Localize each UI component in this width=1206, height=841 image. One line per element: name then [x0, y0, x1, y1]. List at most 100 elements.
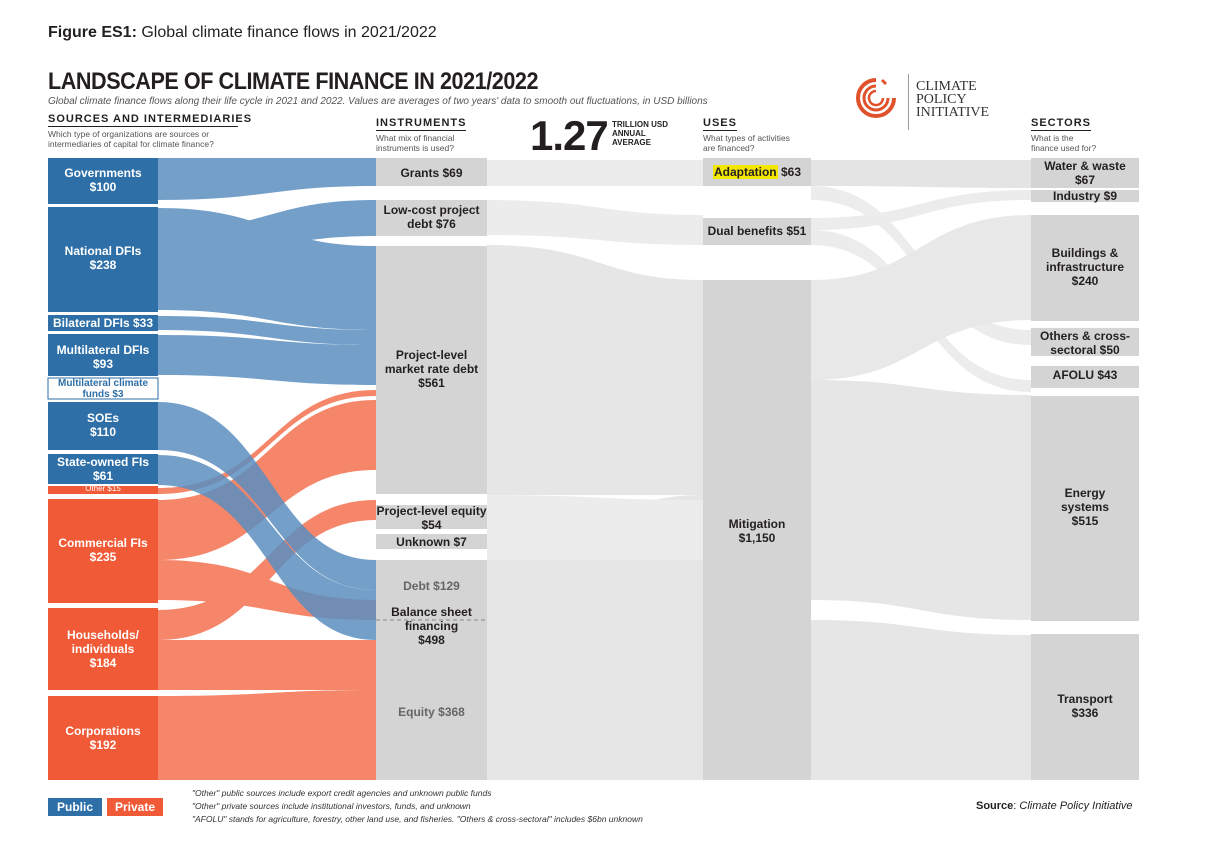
node-industry: [1031, 190, 1139, 202]
figure-caption: Figure ES1: Global climate finance flows…: [48, 24, 437, 41]
label-water-waste: Water & waste $67: [1044, 159, 1126, 187]
label-afolu: AFOLU $43: [1052, 368, 1118, 382]
flow-households-equity: [158, 500, 376, 640]
flow-governments-grants: [158, 158, 376, 200]
flows-uses-to-sectors: [811, 160, 1031, 780]
legend-public: Public: [48, 798, 103, 816]
flow-dual-water: [811, 190, 1031, 230]
node-soes: [48, 402, 158, 450]
column-header-instruments: INSTRUMENTS What mix of financial instru…: [376, 117, 467, 153]
label-market-rate-debt: Project-level market rate debt $561: [384, 348, 479, 390]
flow-grants-adaptation: [487, 160, 703, 186]
instrument-nodes: [376, 158, 487, 780]
label-balance-sheet: Balance sheet financing $498: [391, 605, 472, 647]
label-unknown: Unknown $7: [396, 535, 467, 549]
node-project-equity: [376, 505, 487, 529]
label-low-cost-debt: Low-cost project debt $76: [383, 203, 480, 231]
use-nodes: [703, 158, 811, 780]
flow-mitigation-transport: [811, 620, 1031, 780]
label-other-private: Other $15: [85, 484, 121, 493]
flow-multilateral-market: [158, 335, 376, 385]
node-balance-sheet: [376, 560, 487, 780]
logo-divider: [908, 74, 909, 130]
node-unknown: [376, 534, 487, 549]
label-multilateral-dfis: Multilateral DFIs $93: [56, 343, 150, 371]
node-water-waste: [1031, 158, 1139, 188]
label-project-equity: Project-level equity $54: [376, 504, 487, 532]
column-header-sectors: SECTORS What is the finance used for?: [1031, 117, 1097, 153]
label-adaptation: Adaptation $63: [712, 165, 802, 179]
label-mitigation: Mitigation $1,150: [728, 517, 786, 545]
flow-national-lowcost: [158, 200, 376, 260]
label-households: Households/ individuals $184: [66, 628, 139, 670]
label-national-dfis: National DFIs $238: [64, 244, 142, 272]
label-corporations: Corporations $192: [65, 724, 141, 752]
flow-soes-debt: [158, 402, 376, 590]
node-mitigation: [703, 280, 811, 780]
node-other-private: [48, 486, 158, 494]
node-commercial-fis: [48, 499, 158, 603]
label-soes: SOEs $110: [86, 411, 119, 439]
footnote-1: "Other" public sources include export cr…: [192, 788, 492, 798]
cpi-swirl-logo-icon: [856, 78, 896, 118]
flow-adaptation-water: [811, 160, 1031, 188]
flow-lowcost-dual: [487, 200, 703, 245]
node-multilateral-dfis: [48, 334, 158, 376]
flows-public: [158, 158, 376, 640]
label-industry: Industry $9: [1052, 189, 1118, 203]
footnote-2: "Other" private sources include institut…: [192, 801, 471, 811]
headline-total: 1.27: [530, 112, 609, 159]
node-households: [48, 608, 158, 690]
flow-bilateral-market: [158, 316, 376, 345]
label-buildings: Buildings & infrastructure $240: [1045, 246, 1125, 288]
column-header-sources: SOURCES AND INTERMEDIARIES Which type of…: [48, 113, 253, 149]
source-nodes: [47, 158, 159, 780]
column-header-uses: USES What types of activities are financ…: [703, 117, 790, 153]
flows-private: [158, 390, 376, 780]
page-subtitle: Global climate finance flows along their…: [48, 96, 708, 107]
footnote-3: "AFOLU" stands for agriculture, forestry…: [192, 814, 643, 824]
label-others-cross-sectoral: Others & cross-sectoral $50: [1039, 329, 1131, 357]
logo-text: CLIMATE POLICY INITIATIVE: [916, 79, 990, 120]
flow-stateowned-debt: [158, 455, 376, 640]
node-state-owned-fis: [48, 454, 158, 484]
label-multilateral-funds: Multilateral climate funds $3: [57, 378, 149, 400]
flow-other-private: [158, 390, 376, 494]
label-transport: Transport $336: [1057, 692, 1113, 720]
flow-households-bs: [158, 640, 376, 690]
flow-corporations-bs: [158, 690, 376, 780]
node-bilateral-dfis: [48, 315, 158, 331]
node-transport: [1031, 634, 1139, 780]
headline-unit: TRILLION USD ANNUAL AVERAGE: [612, 120, 668, 147]
flow-equity-mitigation: [487, 495, 703, 560]
flow-mitigation-buildings: [811, 215, 1031, 380]
node-low-cost-debt: [376, 200, 487, 236]
label-debt: Debt $129: [403, 579, 460, 593]
node-dual-benefits: [703, 218, 811, 245]
node-others-cross-sectoral: [1031, 328, 1139, 356]
legend-private: Private: [107, 798, 164, 816]
label-commercial-fis: Commercial FIs $235: [58, 536, 148, 564]
flow-balance-mitigation: [487, 495, 703, 780]
node-national-dfis: [48, 207, 158, 312]
label-bilateral-dfis: Bilateral DFIs $33: [52, 316, 154, 330]
adaptation-highlight: Adaptation: [712, 165, 778, 179]
node-multilateral-funds: [47, 377, 159, 400]
label-governments: Governments $100: [64, 166, 142, 194]
flows-instruments-to-uses: [487, 160, 703, 780]
node-governments: [48, 158, 158, 204]
node-grants: [376, 158, 487, 186]
sector-nodes: [1031, 158, 1139, 780]
label-equity: Equity $368: [398, 705, 465, 719]
label-state-owned-fis: State-owned FIs $61: [56, 455, 149, 483]
label-energy: Energy systems $515: [1060, 486, 1110, 528]
flow-mitigation-energy: [811, 380, 1031, 620]
label-grants: Grants $69: [400, 166, 463, 180]
label-dual-benefits: Dual benefits $51: [707, 224, 807, 238]
node-buildings: [1031, 215, 1139, 321]
node-afolu: [1031, 366, 1139, 388]
page-title: LANDSCAPE OF CLIMATE FINANCE IN 2021/202…: [48, 68, 539, 95]
source-note: Source: Climate Policy Initiative: [976, 800, 1133, 812]
flow-market-mitigation: [487, 245, 703, 495]
